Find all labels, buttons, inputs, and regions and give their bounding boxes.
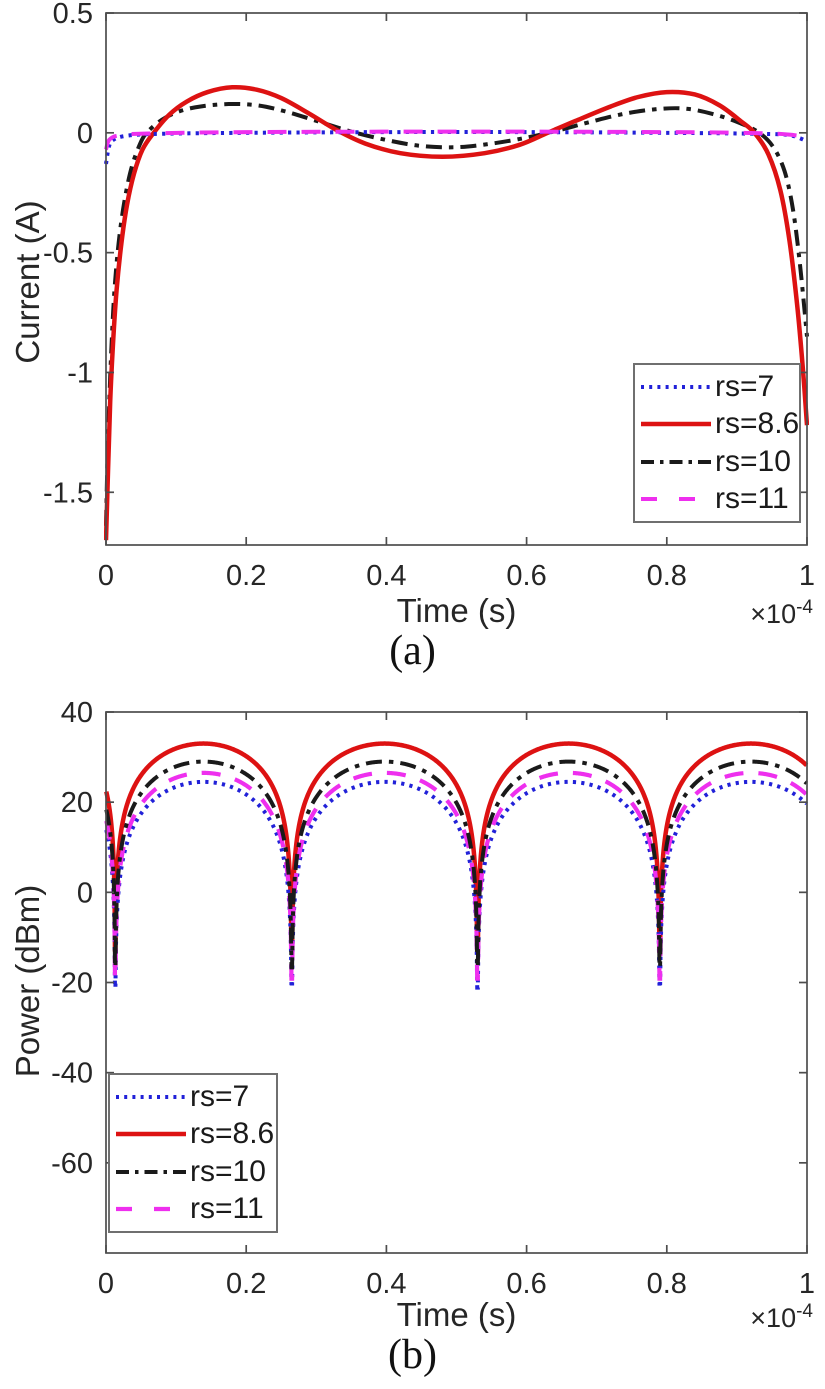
- y-tick-label: 0: [77, 118, 93, 150]
- y-tick-label: -0.5: [43, 238, 93, 270]
- series-line-rs86: [104, 741, 809, 952]
- x-tick-label: 0.4: [366, 1268, 406, 1300]
- series-line-rs10: [104, 759, 808, 970]
- legend-entry: rs=8.6: [112, 1116, 274, 1153]
- legend-line-sample: [641, 497, 711, 502]
- legend-entry: rs=7: [637, 368, 797, 405]
- chart-current: 0 0.2 0.4 0.6 0.8 1 0.5 0 -0.5 -1 -1.5: [43, 0, 815, 592]
- legend-entry-label: rs=11: [715, 482, 789, 516]
- legend-entry: rs=10: [112, 1153, 274, 1190]
- x-tick-label: 1: [799, 1268, 815, 1300]
- caption-a: (a): [389, 628, 436, 674]
- legend-line-sample: [641, 422, 711, 427]
- legend-entry: rs=10: [637, 443, 797, 480]
- series-line-rs11: [104, 770, 809, 981]
- legend-a: rs=7 rs=8.6 rs=10 rs=11: [633, 363, 801, 523]
- legend-b: rs=7 rs=8.6 rs=10 rs=11: [108, 1073, 278, 1233]
- y-tick-label: 0: [77, 877, 93, 909]
- y-tick-label: 40: [61, 697, 93, 729]
- y-axis-label-b: Power (dBm): [9, 884, 46, 1078]
- legend-line-sample: [116, 1206, 186, 1212]
- x-tick-label: 0.2: [226, 560, 266, 592]
- legend-entry-label: rs=7: [715, 369, 775, 403]
- y-tick-label: -1.5: [43, 477, 93, 509]
- x-tick-label: 1: [799, 560, 815, 592]
- plot-area: [104, 84, 809, 541]
- axes-box: [105, 12, 808, 546]
- legend-entry: rs=11: [637, 481, 797, 518]
- legend-entry-label: rs=10: [190, 1154, 266, 1188]
- x-axis-label-a: Time (s): [396, 592, 517, 629]
- x-tick-label: 0.2: [226, 1268, 266, 1300]
- multiplier-exponent: -4: [796, 1301, 813, 1322]
- x-tick-label: 0.4: [366, 560, 406, 592]
- y-tick-label: -20: [51, 968, 93, 1000]
- y-axis-label-a: Current (A): [9, 200, 46, 364]
- x-tick-label: 0.6: [506, 1268, 546, 1300]
- legend-line-sample: [116, 1132, 186, 1137]
- legend-entry-label: rs=7: [190, 1079, 250, 1113]
- legend-line-sample: [116, 1169, 186, 1174]
- series-line-rs7: [104, 779, 809, 990]
- legend-line-sample: [641, 459, 711, 464]
- x-axis-label-b: Time (s): [396, 1296, 517, 1333]
- y-tick-label: -60: [51, 1148, 93, 1180]
- y-tick-label: -40: [51, 1058, 93, 1090]
- plot-area: [104, 741, 809, 990]
- legend-entry-label: rs=10: [715, 444, 791, 478]
- legend-entry: rs=11: [112, 1191, 274, 1228]
- y-tick-label: 20: [61, 787, 93, 819]
- legend-entry-label: rs=8.6: [190, 1117, 275, 1151]
- series-line-rs7: [104, 130, 808, 165]
- x-tick-label: 0.8: [647, 1268, 687, 1300]
- y-tick-label: 0.5: [53, 0, 93, 30]
- caption-b: (b): [388, 1332, 437, 1378]
- multiplier-base: ×10: [750, 1303, 797, 1333]
- legend-entry: rs=7: [112, 1078, 274, 1115]
- multiplier-exponent: -4: [796, 597, 813, 618]
- x-tick-label: 0.6: [506, 560, 546, 592]
- legend-entry-label: rs=8.6: [715, 407, 800, 441]
- multiplier-base: ×10: [750, 599, 797, 629]
- chart-power: 0 0.2 0.4 0.6 0.8 1 40 20 0 -20 -40 -60: [51, 697, 815, 1300]
- x-tick-label: 0.8: [647, 560, 687, 592]
- x-axis-multiplier-b: ×10-4: [750, 1301, 813, 1334]
- x-tick-label: 0: [98, 1268, 114, 1300]
- series-line-rs11: [104, 129, 808, 151]
- x-tick-label: 0: [98, 560, 114, 592]
- x-axis-multiplier-a: ×10-4: [750, 597, 813, 630]
- y-tick-label: -1: [67, 357, 93, 389]
- legend-entry-label: rs=11: [190, 1192, 264, 1226]
- legend-line-sample: [641, 384, 711, 389]
- legend-entry: rs=8.6: [637, 406, 800, 443]
- legend-line-sample: [116, 1094, 186, 1099]
